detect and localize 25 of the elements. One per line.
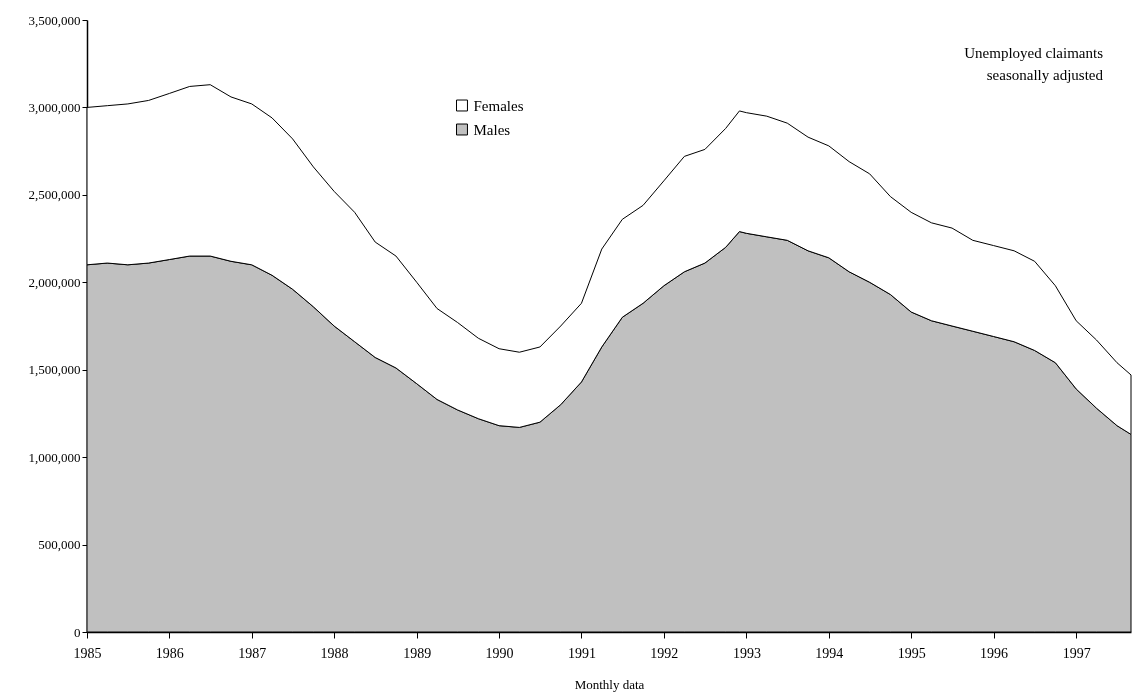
- y-tick-label: 2,000,000: [28, 274, 81, 290]
- x-tick-label: 1991: [567, 645, 596, 661]
- x-tick-label: 1994: [815, 645, 844, 661]
- y-tick-label: 0: [74, 624, 81, 640]
- x-tick-label: 1995: [897, 645, 926, 661]
- x-tick-label: 1986: [155, 645, 184, 661]
- x-tick-label: 1997: [1062, 645, 1091, 661]
- legend-label: Females: [473, 97, 524, 114]
- x-tick-label: 1988: [320, 645, 349, 661]
- x-tick-label: 1993: [732, 645, 761, 661]
- x-tick-label: 1990: [485, 645, 514, 661]
- x-tick-label: 1996: [980, 645, 1009, 661]
- x-tick-label: 1985: [73, 645, 102, 661]
- y-tick-label: 2,500,000: [28, 187, 81, 203]
- x-tick-label: 1992: [650, 645, 679, 661]
- x-axis-title: Monthly data: [574, 676, 645, 692]
- y-tick-label: 1,500,000: [28, 362, 81, 378]
- legend-label: Males: [473, 121, 511, 138]
- x-tick-label: 1987: [238, 645, 267, 661]
- y-tick-label: 500,000: [38, 537, 81, 553]
- annotation: Unemployed claimants seasonally adjusted: [964, 45, 1104, 83]
- y-tick-label: 3,500,000: [28, 12, 81, 28]
- x-tick-label: 1989: [403, 645, 432, 661]
- y-tick-label: 3,000,000: [28, 99, 81, 115]
- y-tick-label: 1,000,000: [28, 449, 81, 465]
